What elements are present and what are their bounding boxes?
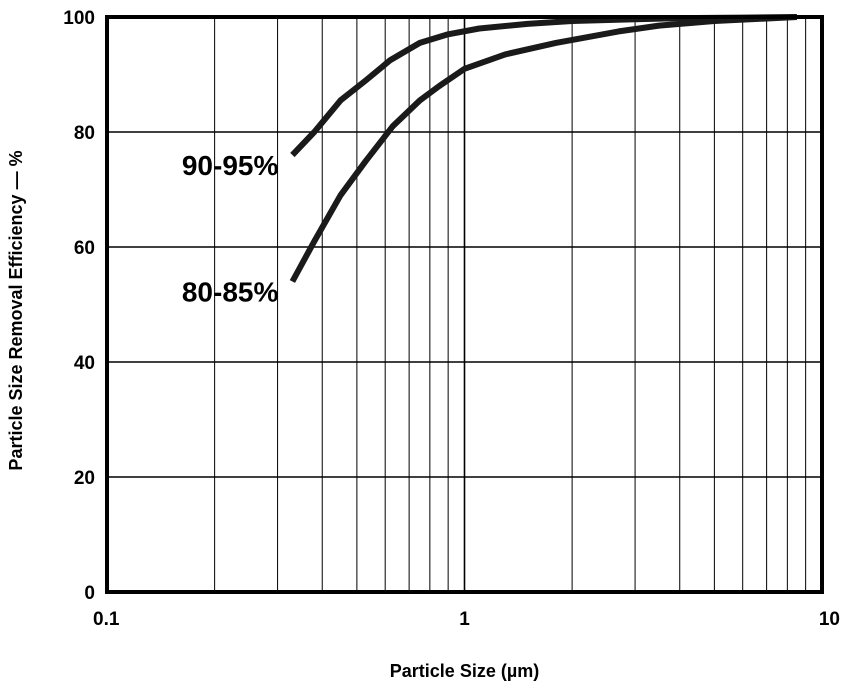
plot-frame (105, 15, 824, 594)
y-tick-label: 20 (74, 468, 95, 489)
y-tick-label: 100 (63, 8, 95, 29)
series-label-0: 90-95% (182, 150, 279, 181)
series-labels: 90-95% 80-85% (182, 150, 279, 308)
tick-labels: 0 20 40 60 80 100 0.1 1 10 (63, 8, 840, 630)
y-tick-label: 60 (74, 238, 95, 259)
y-tick-label: 80 (74, 123, 95, 144)
series-label-1: 80-85% (182, 277, 279, 308)
x-axis-label: Particle Size (µm) (390, 661, 539, 681)
y-axis-label: Particle Size Removal Efficiency — % (6, 150, 26, 470)
y-tick-label: 40 (74, 353, 95, 374)
x-tick-label: 10 (819, 609, 840, 630)
series-group (289, 14, 797, 283)
series-line-1 (289, 14, 797, 283)
series-line-0 (290, 14, 797, 158)
x-tick-label: 0.1 (93, 609, 120, 630)
y-tick-label: 0 (84, 583, 95, 604)
x-tick-label: 1 (459, 609, 470, 630)
